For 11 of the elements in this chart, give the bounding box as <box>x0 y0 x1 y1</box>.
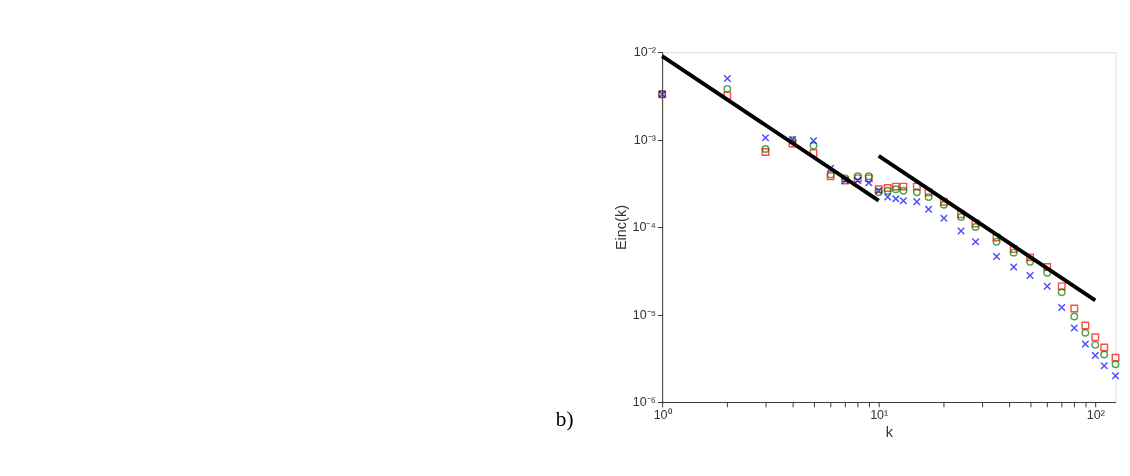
x-tick-label: 10² <box>1086 407 1105 422</box>
text: b) <box>555 407 574 432</box>
y-tick-label: 10⁻⁴ <box>632 220 656 235</box>
y-tick-label: 10⁻² <box>633 45 656 60</box>
x-axis-title: k <box>885 424 894 441</box>
y-tick-label: 10⁻⁶ <box>632 395 656 410</box>
x-tick-label: 10⁰ <box>653 407 673 422</box>
y-tick-label: 10⁻³ <box>633 132 656 147</box>
y-axis-title: Einc(k) <box>612 204 629 251</box>
x-tick-label: 10¹ <box>870 407 889 422</box>
y-tick-label: 10⁻⁵ <box>632 307 656 322</box>
